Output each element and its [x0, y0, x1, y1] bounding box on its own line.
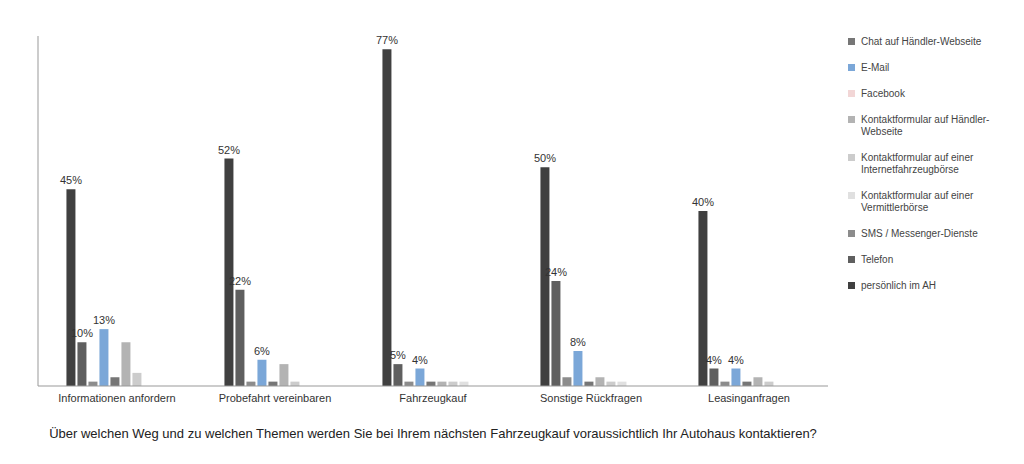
svg-text:22%: 22% — [229, 275, 251, 287]
html-text:Telefon: Telefon — [861, 254, 894, 265]
html-text:Kontaktformular auf einer Verm: Kontaktformular auf einer Vermittlerbörs… — [861, 190, 974, 213]
svg-text:Fahrzeugkauf: Fahrzeugkauf — [399, 392, 467, 404]
html-text:Kontaktformular auf einer Inte: Kontaktformular auf einer Internetfahrze… — [861, 152, 974, 175]
html-text:Chat auf Händler-Webseite: Chat auf Händler-Webseite — [861, 36, 982, 47]
svg-text:40%: 40% — [692, 196, 714, 208]
svg-text:Über welchen Weg und zu welche: Über welchen Weg und zu welchen Themen w… — [49, 426, 817, 441]
svg-text:10%: 10% — [71, 327, 93, 339]
svg-text:52%: 52% — [218, 144, 240, 156]
svg-text:Sonstige Rückfragen: Sonstige Rückfragen — [540, 392, 642, 404]
svg-text:4%: 4% — [706, 354, 722, 366]
svg-text:8%: 8% — [570, 336, 586, 348]
html-text:SMS / Messenger-Dienste: SMS / Messenger-Dienste — [861, 228, 978, 239]
svg-text:4%: 4% — [412, 354, 428, 366]
svg-text:Informationen anfordern: Informationen anfordern — [58, 392, 175, 404]
svg-text:13%: 13% — [93, 314, 115, 326]
svg-text:77%: 77% — [376, 34, 398, 46]
html-text:E-Mail: E-Mail — [861, 62, 890, 73]
svg-text:50%: 50% — [534, 152, 556, 164]
svg-text:4%: 4% — [728, 354, 744, 366]
svg-text:Probefahrt vereinbaren: Probefahrt vereinbaren — [219, 392, 332, 404]
html-text:Kontaktformular auf Händler-We: Kontaktformular auf Händler-Webseite — [861, 114, 990, 137]
html-text:persönlich im AH: persönlich im AH — [861, 280, 936, 291]
svg-text:24%: 24% — [545, 266, 567, 278]
svg-text:Leasinganfragen: Leasinganfragen — [708, 392, 790, 404]
svg-text:45%: 45% — [60, 174, 82, 186]
svg-text:6%: 6% — [254, 345, 270, 357]
html-text:Facebook: Facebook — [861, 88, 905, 99]
svg-text:5%: 5% — [390, 349, 406, 361]
